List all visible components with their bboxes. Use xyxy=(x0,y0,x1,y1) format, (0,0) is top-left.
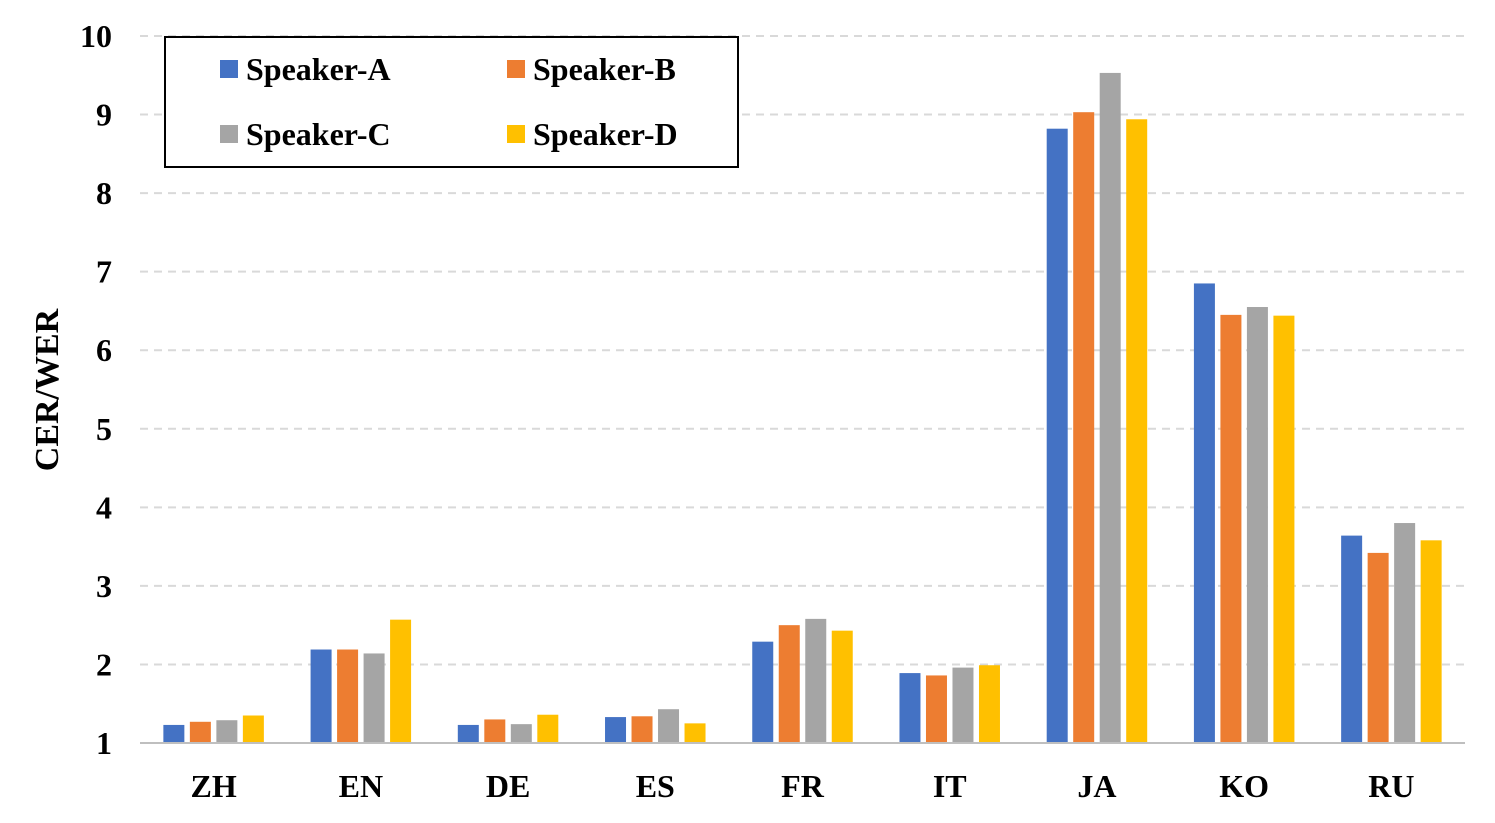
x-tick-label: RU xyxy=(1368,768,1414,804)
legend-swatch xyxy=(220,125,238,143)
y-tick-labels: 1 2 3 4 5 6 7 8 9 10 xyxy=(80,18,112,761)
legend-swatch xyxy=(220,60,238,78)
legend-label: Speaker-B xyxy=(533,51,676,87)
bar-ko-speaker-b xyxy=(1220,314,1242,743)
bar-es-speaker-d xyxy=(684,723,706,743)
bar-de-speaker-d xyxy=(537,714,559,743)
bar-de-speaker-c xyxy=(510,724,532,743)
bar-zh-speaker-c xyxy=(216,720,238,743)
y-tick-label: 8 xyxy=(96,175,112,211)
bar-es-speaker-a xyxy=(605,717,627,743)
legend-label: Speaker-C xyxy=(246,116,391,152)
bar-ru-speaker-d xyxy=(1420,540,1442,743)
legend-label: Speaker-A xyxy=(246,51,391,87)
bar-en-speaker-d xyxy=(390,619,412,743)
bar-ja-speaker-b xyxy=(1073,112,1095,743)
bar-it-speaker-b xyxy=(925,675,947,743)
y-tick-label: 9 xyxy=(96,97,112,133)
y-tick-label: 4 xyxy=(96,489,112,525)
bar-ja-speaker-d xyxy=(1126,119,1148,743)
y-tick-label: 10 xyxy=(80,18,112,54)
x-tick-label: JA xyxy=(1077,768,1116,804)
x-tick-label: ES xyxy=(636,768,675,804)
bar-ru-speaker-c xyxy=(1394,523,1416,743)
legend: Speaker-A Speaker-B Speaker-C Speaker-D xyxy=(164,36,739,168)
gridlines xyxy=(140,35,1465,666)
bar-it-speaker-d xyxy=(978,665,1000,743)
bar-fr-speaker-b xyxy=(778,625,800,743)
y-tick-label: 6 xyxy=(96,332,112,368)
bar-it-speaker-a xyxy=(899,673,921,743)
bar-ko-speaker-d xyxy=(1273,315,1295,743)
bar-fr-speaker-c xyxy=(805,618,827,743)
bar-it-speaker-c xyxy=(952,667,974,743)
bar-es-speaker-c xyxy=(658,709,680,743)
bar-en-speaker-b xyxy=(337,649,359,743)
bar-es-speaker-b xyxy=(631,716,653,743)
bar-ru-speaker-b xyxy=(1367,552,1389,743)
bar-en-speaker-c xyxy=(363,653,385,743)
y-tick-label: 3 xyxy=(96,568,112,604)
bar-ja-speaker-c xyxy=(1099,72,1121,743)
y-tick-label: 1 xyxy=(96,725,112,761)
bar-zh-speaker-b xyxy=(189,721,211,743)
y-tick-label: 5 xyxy=(96,411,112,447)
bar-zh-speaker-a xyxy=(163,724,185,743)
y-axis-title: CER/WER xyxy=(29,308,66,471)
bar-fr-speaker-d xyxy=(831,630,853,743)
x-tick-label: FR xyxy=(781,768,825,804)
legend-box xyxy=(164,36,739,168)
y-tick-label: 7 xyxy=(96,254,112,290)
legend-swatch xyxy=(507,125,525,143)
bar-ko-speaker-c xyxy=(1246,307,1268,743)
bar-de-speaker-b xyxy=(484,719,506,743)
x-tick-label: IT xyxy=(933,768,967,804)
x-tick-label: EN xyxy=(339,768,383,804)
x-tick-label: KO xyxy=(1219,768,1269,804)
y-tick-label: 2 xyxy=(96,646,112,682)
bar-zh-speaker-d xyxy=(242,715,264,743)
bar-fr-speaker-a xyxy=(752,641,774,743)
x-tick-label: ZH xyxy=(190,768,236,804)
legend-label: Speaker-D xyxy=(533,116,678,152)
bar-en-speaker-a xyxy=(310,649,332,743)
bars xyxy=(163,72,1442,743)
bar-ru-speaker-a xyxy=(1341,535,1363,743)
bar-ja-speaker-a xyxy=(1046,128,1068,743)
bar-de-speaker-a xyxy=(457,724,479,743)
bar-ko-speaker-a xyxy=(1193,283,1215,743)
x-tick-labels: ZH EN DE ES FR IT JA KO RU xyxy=(190,768,1414,804)
x-tick-label: DE xyxy=(486,768,530,804)
legend-swatch xyxy=(507,60,525,78)
